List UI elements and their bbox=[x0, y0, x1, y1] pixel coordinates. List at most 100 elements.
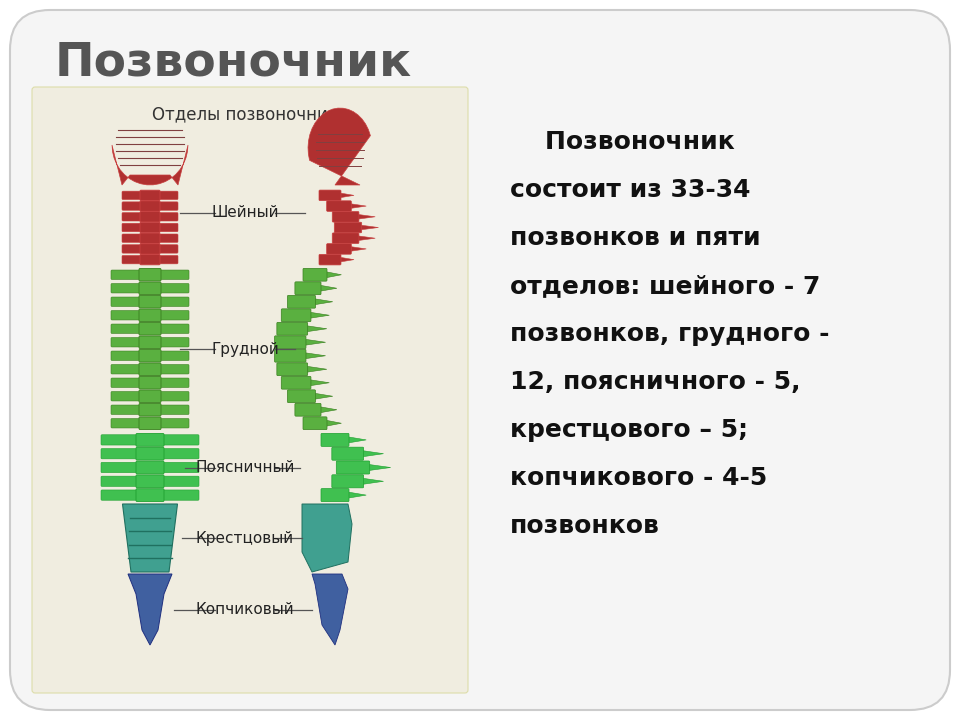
Text: состоит из 33-34: состоит из 33-34 bbox=[510, 178, 751, 202]
Polygon shape bbox=[308, 108, 371, 185]
FancyBboxPatch shape bbox=[111, 270, 141, 279]
Polygon shape bbox=[315, 299, 333, 305]
Polygon shape bbox=[302, 504, 352, 572]
FancyBboxPatch shape bbox=[159, 338, 189, 347]
Text: 12, поясничного - 5,: 12, поясничного - 5, bbox=[510, 370, 801, 394]
Polygon shape bbox=[348, 492, 366, 498]
FancyBboxPatch shape bbox=[111, 297, 141, 307]
FancyBboxPatch shape bbox=[159, 324, 189, 333]
Polygon shape bbox=[320, 407, 337, 413]
Polygon shape bbox=[363, 451, 383, 456]
FancyBboxPatch shape bbox=[334, 222, 362, 233]
FancyBboxPatch shape bbox=[159, 284, 189, 293]
Polygon shape bbox=[350, 204, 367, 208]
FancyBboxPatch shape bbox=[140, 244, 160, 254]
FancyBboxPatch shape bbox=[140, 190, 160, 201]
FancyBboxPatch shape bbox=[122, 191, 142, 199]
FancyBboxPatch shape bbox=[332, 447, 364, 460]
FancyBboxPatch shape bbox=[139, 417, 161, 430]
FancyBboxPatch shape bbox=[158, 202, 178, 210]
FancyBboxPatch shape bbox=[139, 269, 161, 281]
FancyBboxPatch shape bbox=[162, 449, 199, 459]
Polygon shape bbox=[123, 504, 178, 572]
FancyBboxPatch shape bbox=[140, 222, 160, 233]
FancyBboxPatch shape bbox=[332, 474, 364, 488]
FancyBboxPatch shape bbox=[321, 489, 349, 502]
FancyBboxPatch shape bbox=[326, 243, 351, 254]
Polygon shape bbox=[306, 325, 326, 332]
FancyBboxPatch shape bbox=[158, 212, 178, 221]
FancyBboxPatch shape bbox=[281, 377, 311, 389]
FancyBboxPatch shape bbox=[158, 191, 178, 199]
FancyBboxPatch shape bbox=[140, 254, 160, 265]
FancyBboxPatch shape bbox=[276, 363, 307, 376]
Polygon shape bbox=[348, 437, 366, 443]
Polygon shape bbox=[305, 339, 325, 345]
FancyBboxPatch shape bbox=[111, 324, 141, 333]
FancyBboxPatch shape bbox=[162, 462, 199, 472]
Polygon shape bbox=[340, 193, 354, 198]
Polygon shape bbox=[306, 366, 326, 372]
FancyBboxPatch shape bbox=[139, 295, 161, 308]
FancyBboxPatch shape bbox=[158, 256, 178, 264]
FancyBboxPatch shape bbox=[159, 364, 189, 374]
FancyBboxPatch shape bbox=[158, 245, 178, 253]
Polygon shape bbox=[320, 285, 337, 291]
FancyBboxPatch shape bbox=[140, 233, 160, 243]
FancyBboxPatch shape bbox=[332, 212, 359, 222]
FancyBboxPatch shape bbox=[303, 269, 327, 281]
FancyBboxPatch shape bbox=[136, 433, 164, 446]
FancyBboxPatch shape bbox=[276, 323, 307, 335]
FancyBboxPatch shape bbox=[136, 447, 164, 460]
FancyBboxPatch shape bbox=[158, 223, 178, 232]
FancyBboxPatch shape bbox=[139, 390, 161, 402]
FancyBboxPatch shape bbox=[303, 417, 327, 430]
Text: позвонков и пяти: позвонков и пяти bbox=[510, 226, 760, 250]
Text: Отделы позвоночника: Отделы позвоночника bbox=[152, 105, 348, 123]
Text: позвонков, грудного -: позвонков, грудного - bbox=[510, 322, 829, 346]
Polygon shape bbox=[340, 257, 354, 262]
Text: Крестцовый: Крестцовый bbox=[196, 531, 294, 546]
FancyBboxPatch shape bbox=[111, 310, 141, 320]
FancyBboxPatch shape bbox=[139, 403, 161, 416]
Polygon shape bbox=[310, 312, 329, 318]
Text: Позвоночник: Позвоночник bbox=[55, 40, 412, 85]
FancyBboxPatch shape bbox=[162, 490, 199, 500]
FancyBboxPatch shape bbox=[287, 295, 316, 308]
FancyBboxPatch shape bbox=[319, 190, 341, 201]
Text: Поясничный: Поясничный bbox=[195, 460, 295, 475]
FancyBboxPatch shape bbox=[111, 418, 141, 428]
FancyBboxPatch shape bbox=[101, 476, 138, 487]
FancyBboxPatch shape bbox=[159, 297, 189, 307]
FancyBboxPatch shape bbox=[111, 405, 141, 415]
FancyBboxPatch shape bbox=[139, 282, 161, 294]
FancyBboxPatch shape bbox=[295, 403, 321, 416]
Polygon shape bbox=[363, 478, 383, 485]
FancyBboxPatch shape bbox=[140, 212, 160, 222]
Polygon shape bbox=[305, 353, 325, 359]
Polygon shape bbox=[369, 464, 391, 471]
FancyBboxPatch shape bbox=[281, 309, 311, 322]
FancyBboxPatch shape bbox=[122, 202, 142, 210]
Polygon shape bbox=[326, 420, 342, 426]
FancyBboxPatch shape bbox=[139, 377, 161, 389]
FancyBboxPatch shape bbox=[287, 390, 316, 402]
FancyBboxPatch shape bbox=[111, 392, 141, 401]
Polygon shape bbox=[358, 215, 375, 219]
Polygon shape bbox=[326, 271, 342, 278]
FancyBboxPatch shape bbox=[136, 475, 164, 487]
FancyBboxPatch shape bbox=[122, 256, 142, 264]
Polygon shape bbox=[310, 379, 329, 386]
FancyBboxPatch shape bbox=[122, 234, 142, 243]
FancyBboxPatch shape bbox=[111, 284, 141, 293]
FancyBboxPatch shape bbox=[139, 323, 161, 335]
FancyBboxPatch shape bbox=[139, 309, 161, 322]
FancyBboxPatch shape bbox=[162, 435, 199, 445]
FancyBboxPatch shape bbox=[159, 378, 189, 387]
FancyBboxPatch shape bbox=[136, 489, 164, 502]
FancyBboxPatch shape bbox=[139, 349, 161, 362]
Polygon shape bbox=[361, 225, 378, 230]
FancyBboxPatch shape bbox=[32, 87, 468, 693]
FancyBboxPatch shape bbox=[275, 336, 306, 348]
FancyBboxPatch shape bbox=[122, 212, 142, 221]
